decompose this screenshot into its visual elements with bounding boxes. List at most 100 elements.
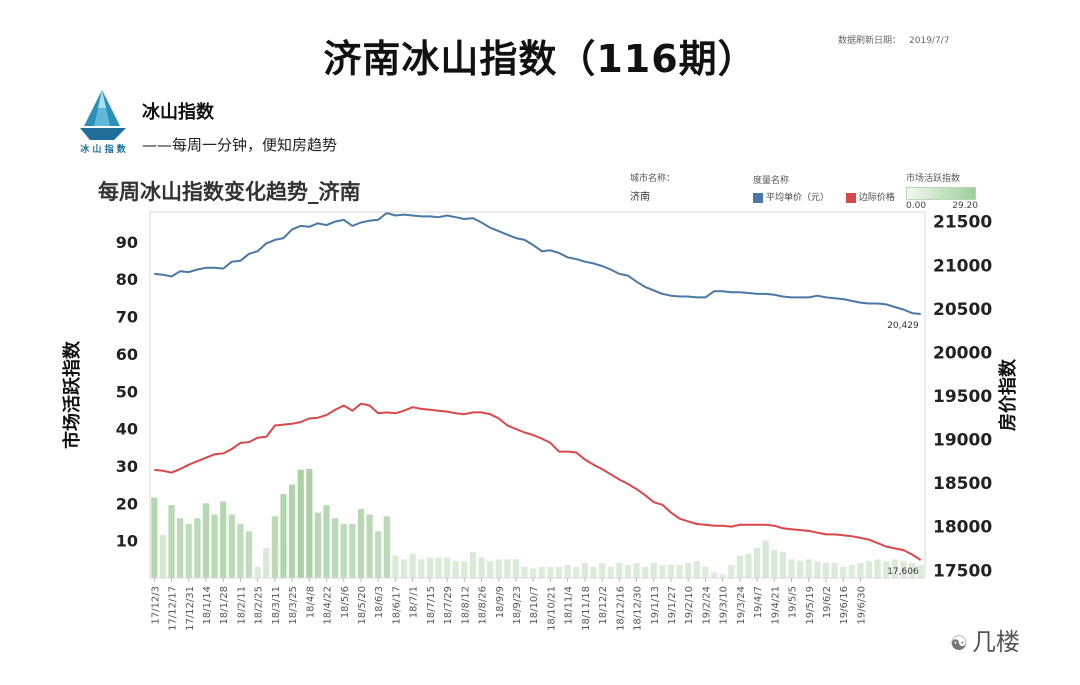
y-right-tick-label: 18000 xyxy=(933,518,992,538)
activity-bar xyxy=(487,561,494,578)
x-tick-label: 19/6/2 xyxy=(822,586,833,618)
y-right-tick-label: 20000 xyxy=(933,343,992,363)
x-tick-label: 18/3/25 xyxy=(288,586,299,625)
activity-bar xyxy=(340,523,347,578)
x-tick-label: 18/6/17 xyxy=(391,586,402,625)
legend-label-marginal-price: 边际价格 xyxy=(858,193,895,203)
activity-bar xyxy=(650,563,657,578)
activity-color-scale xyxy=(906,187,976,200)
x-tick-label: 18/11/4 xyxy=(564,586,575,625)
activity-bar xyxy=(220,501,227,578)
x-tick-label: 19/6/30 xyxy=(856,586,867,625)
activity-bar xyxy=(538,566,545,578)
activity-bar xyxy=(857,563,864,578)
y-right-tick-label: 19000 xyxy=(933,431,992,451)
activity-bar xyxy=(530,568,537,578)
city-filter-label: 城市名称： xyxy=(630,174,676,184)
activity-bar xyxy=(624,564,632,578)
activity-bar xyxy=(332,518,339,578)
activity-bar xyxy=(461,561,468,578)
y-left-tick-label: 50 xyxy=(116,382,138,401)
activity-bar xyxy=(400,559,408,578)
x-tick-label: 18/7/29 xyxy=(443,586,454,625)
activity-bar xyxy=(383,516,390,578)
x-tick-label: 19/4/7 xyxy=(753,586,764,618)
x-tick-label: 17/12/3 xyxy=(150,586,161,625)
marginal-price-swatch-icon xyxy=(845,192,856,203)
activity-legend: 市场活跃指数 0.00 29.20 xyxy=(906,171,986,211)
activity-bar xyxy=(607,566,614,578)
marginal-price-line xyxy=(154,402,922,561)
marginal-price-end-label: 17,606 xyxy=(887,567,919,577)
activity-bar xyxy=(280,493,287,578)
activity-bar xyxy=(728,564,735,578)
x-tick-label: 18/10/7 xyxy=(529,586,540,625)
activity-scale-min: 0.00 xyxy=(906,201,927,211)
activity-bar xyxy=(177,518,184,578)
city-filter[interactable]: 城市名称： 济南 xyxy=(630,171,675,203)
x-tick-label: 18/3/11 xyxy=(271,586,282,625)
activity-bar xyxy=(840,566,847,578)
activity-bar xyxy=(392,555,399,578)
y-left-tick-label: 40 xyxy=(116,420,138,439)
activity-bar xyxy=(375,531,382,578)
activity-bar xyxy=(409,553,416,578)
activity-bar xyxy=(202,503,210,578)
y-left-tick-label: 70 xyxy=(116,308,138,327)
activity-bar xyxy=(452,561,459,578)
x-tick-label: 19/2/24 xyxy=(701,586,712,625)
x-tick-label: 19/2/10 xyxy=(684,586,695,625)
activity-bar xyxy=(306,468,313,578)
y-right-tick-label: 20500 xyxy=(933,300,992,320)
x-tick-label: 18/6/3 xyxy=(374,586,385,618)
y-right-tick-label: 21000 xyxy=(933,256,992,276)
activity-bar xyxy=(598,563,606,578)
x-tick-label: 19/5/5 xyxy=(788,586,799,618)
activity-bar xyxy=(581,563,588,578)
wechat-icon: ☯ xyxy=(950,631,968,655)
activity-bar xyxy=(349,523,356,578)
y-right-axis-title: 房价指数 xyxy=(997,358,1019,431)
measure-legend-title: 度量名称 xyxy=(753,176,790,186)
activity-bar xyxy=(736,555,743,578)
x-tick-label: 18/11/18 xyxy=(581,586,592,631)
brand-slogan: ——每周一分钟，便知房趋势 xyxy=(142,136,338,154)
y-left-axis-title: 市场活跃指数 xyxy=(61,340,83,449)
legend-item-marginal-price[interactable]: 边际价格 xyxy=(845,190,895,203)
activity-bar xyxy=(616,563,623,578)
city-filter-value[interactable]: 济南 xyxy=(630,192,650,203)
activity-bar xyxy=(228,514,235,578)
x-tick-label: 19/5/19 xyxy=(805,586,816,625)
avg-price-swatch-icon xyxy=(753,192,763,203)
x-tick-label: 17/12/17 xyxy=(168,586,179,631)
x-tick-label: 18/5/6 xyxy=(340,586,351,618)
activity-bar xyxy=(314,512,322,578)
activity-bar xyxy=(805,559,812,578)
refresh-date: 数据刷新日期： 2019/7/7 xyxy=(838,33,957,46)
activity-bar xyxy=(555,566,563,578)
avg-price-line xyxy=(154,211,921,315)
y-right-tick-label: 17500 xyxy=(933,561,992,581)
activity-bar xyxy=(797,561,804,578)
refresh-label: 数据刷新日期： xyxy=(838,36,902,46)
activity-bar xyxy=(288,484,296,578)
x-tick-label: 18/2/25 xyxy=(254,586,265,625)
activity-bar xyxy=(874,559,881,578)
x-tick-label: 18/9/9 xyxy=(495,586,506,618)
activity-bar xyxy=(185,523,192,578)
y-right-tick-label: 21500 xyxy=(933,213,992,233)
activity-bar xyxy=(702,566,709,578)
activity-bar xyxy=(883,561,890,578)
activity-bar xyxy=(771,549,778,578)
activity-bar xyxy=(590,566,597,578)
x-tick-label: 18/12/2 xyxy=(598,586,609,625)
x-tick-label: 18/10/21 xyxy=(546,586,557,631)
legend-item-avg-price[interactable]: 平均单价（元） xyxy=(753,190,829,203)
iceberg-logo-icon: 冰 山 指 数 xyxy=(80,90,127,155)
activity-bar xyxy=(822,563,830,578)
activity-bar xyxy=(659,564,666,578)
activity-bar xyxy=(151,497,158,578)
measure-legend: 度量名称 平均单价（元） 边际价格 xyxy=(753,173,909,203)
activity-bar xyxy=(848,564,855,578)
x-tick-label: 19/1/13 xyxy=(650,586,661,625)
